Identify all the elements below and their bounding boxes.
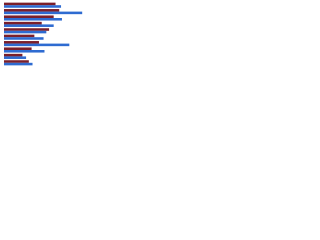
- bar: [4, 50, 45, 53]
- page: {"chart_data": {"type": "hbar", "categor…: [0, 0, 100, 71]
- bar: [4, 62, 33, 66]
- bar: [4, 43, 70, 47]
- bar: [4, 2, 56, 6]
- chart: [4, 2, 83, 66]
- bar: [4, 60, 29, 63]
- bar: [4, 28, 50, 31]
- bar: [4, 34, 35, 38]
- bar: [4, 15, 54, 18]
- bar: [4, 30, 47, 34]
- bar: [4, 47, 32, 50]
- bar: [4, 11, 83, 15]
- bar: [4, 24, 54, 27]
- bar: [4, 21, 42, 25]
- bar: [4, 5, 62, 8]
- bar: [4, 37, 44, 40]
- bar: [4, 41, 39, 44]
- bar: [4, 53, 23, 57]
- bar: [4, 9, 60, 12]
- bar: [4, 18, 62, 21]
- bar: [4, 56, 27, 59]
